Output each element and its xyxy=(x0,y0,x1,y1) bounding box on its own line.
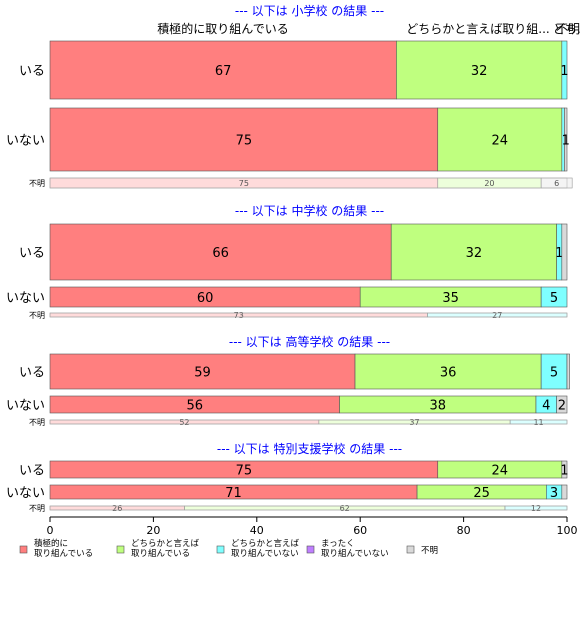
x-tick-label: 60 xyxy=(353,524,367,537)
bar-segment xyxy=(540,286,568,308)
x-tick-label: 100 xyxy=(557,524,578,537)
data-label: 32 xyxy=(471,64,488,79)
row-label: いる xyxy=(19,366,45,381)
data-label: 75 xyxy=(239,179,249,188)
x-tick-label: 20 xyxy=(146,524,160,537)
row-label: いる xyxy=(19,64,45,79)
bar-segment xyxy=(437,107,563,172)
data-label: 4 xyxy=(542,399,550,414)
legend-swatch xyxy=(406,545,415,554)
data-label: 11 xyxy=(533,418,543,427)
x-tick-label: 0 xyxy=(47,524,54,537)
legend-label: 不明 xyxy=(421,546,438,556)
data-label: 12 xyxy=(531,504,541,513)
top-label-2: どち... xyxy=(553,22,580,36)
data-label: 1 xyxy=(560,464,568,479)
data-label: 5 xyxy=(550,291,558,306)
bar-segment xyxy=(396,40,563,100)
legend-label: 取り組んでいる xyxy=(34,548,93,559)
data-label: 75 xyxy=(236,464,253,479)
data-label: 73 xyxy=(234,311,244,320)
legend-label: どちらかと言えば xyxy=(231,538,300,549)
row-outline xyxy=(49,419,568,425)
top-label-1: どちらかと言えば取り組... xyxy=(406,22,549,36)
data-label: 24 xyxy=(492,464,509,479)
bar-segment xyxy=(556,395,568,414)
legend-swatch xyxy=(216,545,225,554)
data-label: 2 xyxy=(558,399,566,414)
data-label: 26 xyxy=(112,504,122,513)
row-label: いない xyxy=(6,486,45,501)
legend-label: 取り組んでいる xyxy=(131,548,190,559)
row-label: いない xyxy=(6,134,45,149)
data-label: 62 xyxy=(340,504,350,513)
row-label: いない xyxy=(6,291,45,306)
bar-segment xyxy=(49,223,392,281)
group-title-2: --- 以下は 高等学校 の結果 --- xyxy=(229,334,390,349)
bar-segment xyxy=(561,40,568,100)
row-label: いる xyxy=(19,464,45,479)
data-label: 1 xyxy=(560,64,568,79)
data-label: 20 xyxy=(484,179,494,188)
bar-segment xyxy=(561,460,568,479)
row-outline xyxy=(49,312,568,318)
data-label: 32 xyxy=(466,246,483,261)
row-outline xyxy=(49,505,568,511)
x-tick-label: 80 xyxy=(457,524,471,537)
legend-label: 取り組んでいない xyxy=(321,548,389,559)
legend-label: まったく xyxy=(321,539,355,549)
data-label: 59 xyxy=(194,366,211,381)
data-label: 56 xyxy=(186,399,203,414)
row-label: 不明 xyxy=(29,418,45,427)
group-title-1: --- 以下は 中学校 の結果 --- xyxy=(235,203,384,218)
data-label: 60 xyxy=(197,291,214,306)
data-label: 67 xyxy=(215,64,232,79)
bar-segment xyxy=(49,107,439,172)
data-label: 27 xyxy=(492,311,502,320)
data-label: 35 xyxy=(442,291,459,306)
data-label: 36 xyxy=(440,366,457,381)
data-label: 1 xyxy=(562,134,570,149)
row-label: いない xyxy=(6,399,45,414)
data-label: 24 xyxy=(492,134,509,149)
bar-segment xyxy=(566,353,570,390)
group-title-3: --- 以下は 特別支援学校 の結果 --- xyxy=(217,441,402,456)
data-label: 75 xyxy=(236,134,253,149)
row-label: 不明 xyxy=(29,179,45,188)
row-label: 不明 xyxy=(29,504,45,513)
data-label: 1 xyxy=(555,246,563,261)
legend-label: 積極的に xyxy=(34,538,68,549)
data-label: 3 xyxy=(550,486,558,501)
x-tick-label: 40 xyxy=(250,524,264,537)
data-label: 71 xyxy=(225,486,242,501)
data-label: 25 xyxy=(473,486,490,501)
data-label: 37 xyxy=(409,418,419,427)
top-label-0: 積極的に取り組んでいる xyxy=(157,21,288,36)
bar-segment xyxy=(561,223,568,281)
bar-segment xyxy=(49,353,356,390)
group-title-0: --- 以下は 小学校 の結果 --- xyxy=(235,3,384,18)
row-label: いる xyxy=(19,246,45,261)
top-label-3: 不明 xyxy=(556,22,580,36)
data-label: 38 xyxy=(429,399,446,414)
data-label: 6 xyxy=(554,179,559,188)
legend-swatch xyxy=(306,545,315,554)
row-outline xyxy=(49,177,568,189)
data-label: 52 xyxy=(179,418,189,427)
bar-segment xyxy=(390,223,557,281)
bar-segment xyxy=(564,107,568,172)
bar-segment xyxy=(561,484,568,500)
row-label: 不明 xyxy=(29,311,45,320)
legend-label: どちらかと言えば xyxy=(131,538,200,549)
legend-label: 取り組んでいない xyxy=(231,548,299,559)
bar-segment xyxy=(354,353,542,390)
legend-swatch xyxy=(116,545,125,554)
data-label: 5 xyxy=(550,366,558,381)
bar-segment xyxy=(540,353,568,390)
data-label: 66 xyxy=(212,246,229,261)
legend-swatch xyxy=(19,545,28,554)
